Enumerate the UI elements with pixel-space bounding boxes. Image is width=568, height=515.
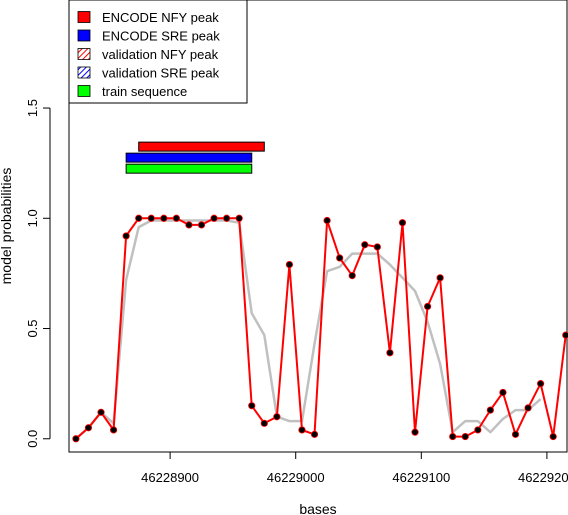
data-point	[72, 435, 80, 443]
legend-label: train sequence	[102, 84, 187, 99]
data-point	[210, 214, 218, 222]
series-line-red	[75, 217, 567, 440]
data-point	[348, 272, 356, 280]
data-point	[310, 430, 319, 438]
legend-label: validation NFY peak	[102, 47, 219, 62]
data-point	[562, 331, 568, 339]
data-point	[185, 221, 193, 229]
series-line-gray	[75, 219, 542, 440]
data-point	[511, 430, 520, 438]
region-bar	[125, 163, 253, 174]
data-point	[122, 232, 130, 240]
legend-label: ENCODE NFY peak	[102, 10, 219, 25]
data-point	[524, 404, 532, 412]
data-point	[260, 419, 268, 427]
data-point	[537, 380, 545, 388]
legend-swatch	[77, 48, 91, 60]
data-point	[197, 221, 206, 229]
data-point	[549, 432, 557, 441]
y-tick-label: 1.0	[25, 209, 40, 227]
data-point	[361, 241, 369, 249]
y-tick-label: 0.5	[25, 319, 40, 337]
data-point	[486, 406, 494, 414]
y-axis-label: model probabilities	[0, 168, 14, 285]
data-point	[336, 254, 344, 262]
data-point	[423, 302, 432, 311]
data-point	[461, 432, 469, 441]
data-series	[72, 214, 568, 443]
x-tick-label: 46229100	[392, 470, 450, 485]
data-point	[323, 216, 331, 225]
data-point	[298, 426, 306, 434]
data-point	[411, 428, 419, 436]
legend-label: ENCODE SRE peak	[102, 29, 220, 44]
legend-swatch	[77, 29, 91, 42]
region-bar	[138, 141, 265, 152]
x-tick-label: 46229200	[518, 470, 568, 485]
data-point	[84, 424, 93, 432]
data-point	[97, 408, 105, 416]
legend-swatch	[77, 66, 91, 79]
x-tick-label: 46228900	[141, 470, 199, 485]
data-point	[398, 219, 407, 227]
data-point	[235, 214, 243, 222]
data-point	[449, 432, 457, 441]
y-tick-label: 1.5	[25, 99, 40, 117]
legend-label: validation SRE peak	[102, 66, 220, 81]
y-tick-label: 0.0	[25, 430, 40, 448]
legend-swatch	[77, 11, 91, 23]
data-point	[147, 214, 155, 222]
legend-swatch	[77, 85, 91, 97]
data-point	[373, 243, 381, 251]
x-tick-label: 46229000	[267, 470, 325, 485]
x-axis: 46228900 46229000 46229100 46229200	[141, 451, 568, 485]
legend-box	[68, 0, 248, 104]
data-point	[285, 260, 294, 269]
data-point	[436, 274, 444, 282]
peak-regions	[125, 141, 265, 174]
data-point	[248, 402, 256, 410]
data-point	[223, 214, 231, 222]
data-point	[172, 214, 180, 222]
data-point	[499, 388, 507, 397]
legend: ENCODE NFY peak ENCODE SRE peak validatio…	[68, 0, 248, 104]
region-bar	[125, 152, 253, 163]
data-point	[273, 413, 281, 421]
data-point	[160, 214, 168, 222]
data-point	[386, 349, 394, 357]
data-point	[474, 426, 482, 434]
data-point	[109, 426, 118, 434]
data-point	[135, 214, 143, 222]
y-axis: 0.0 0.5 1.0 1.5	[25, 99, 51, 448]
x-axis-label: bases	[299, 501, 336, 515]
